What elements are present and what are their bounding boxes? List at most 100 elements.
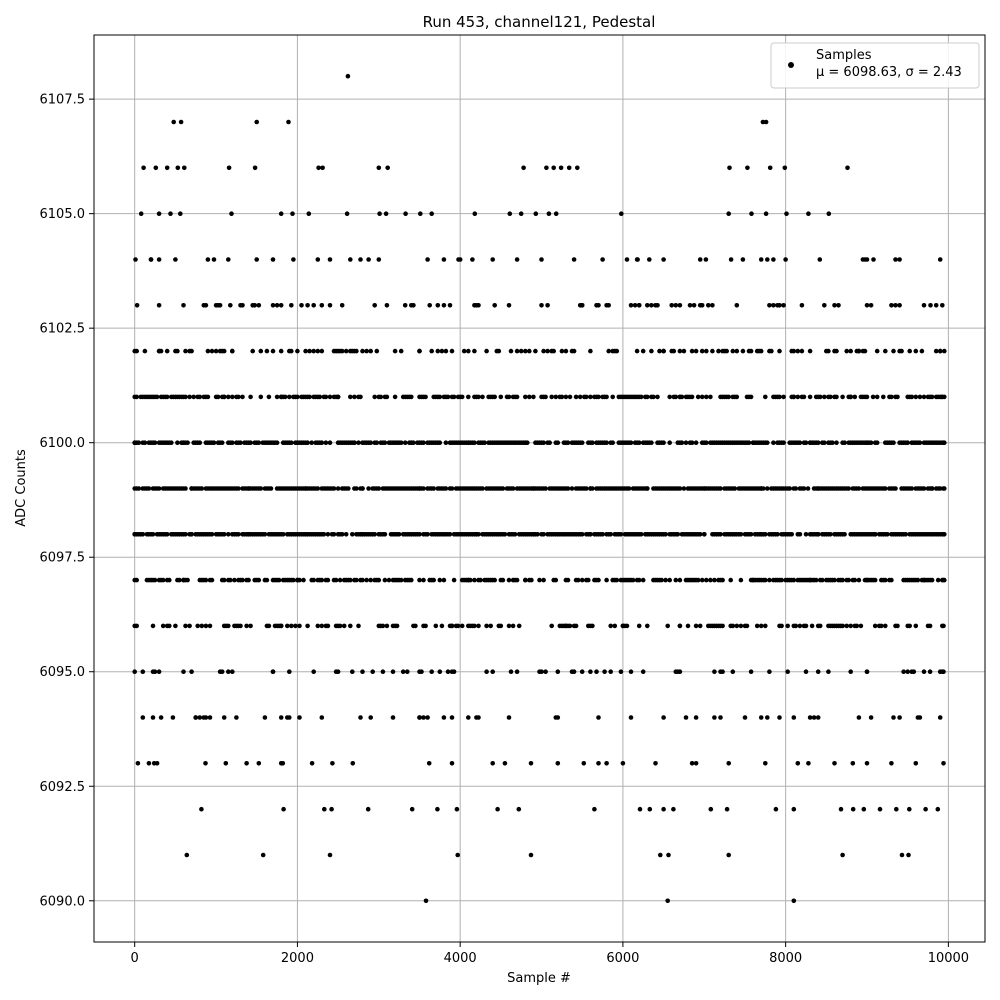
legend-series-name: Samples (816, 48, 872, 63)
sample-point (311, 577, 317, 583)
sample-point (588, 532, 593, 537)
sample-point (418, 211, 423, 216)
sample-point (140, 532, 146, 537)
sample-point (219, 440, 225, 446)
sample-point (693, 761, 699, 766)
sample-point (449, 715, 455, 720)
sample-point (514, 257, 520, 262)
sample-point (545, 348, 550, 354)
sample-point (563, 348, 569, 354)
sample-point (545, 303, 550, 308)
y-tick-label: 6092.5 (40, 780, 86, 795)
sample-point (178, 119, 184, 125)
sample-point (518, 211, 524, 216)
sample-point (604, 440, 609, 446)
sample-point (429, 669, 435, 674)
sample-point (608, 669, 613, 674)
y-tick-label: 6102.5 (40, 322, 86, 337)
sample-point (354, 486, 359, 491)
sample-point (826, 348, 831, 354)
sample-point (724, 348, 729, 354)
sample-point (872, 623, 878, 629)
sample-point (941, 532, 946, 537)
sample-point (579, 532, 585, 537)
sample-point (510, 623, 516, 629)
sample-point (649, 348, 654, 354)
sample-point (425, 715, 430, 720)
sample-point (636, 303, 642, 308)
sample-point (807, 440, 813, 446)
sample-point (928, 303, 933, 308)
sample-point (673, 577, 679, 583)
sample-point (563, 394, 569, 400)
sample-point (447, 532, 453, 537)
sample-point (832, 303, 837, 308)
sample-point (637, 806, 643, 812)
sample-point (718, 486, 723, 491)
sample-point (874, 394, 880, 400)
sample-point (748, 394, 754, 400)
sample-point (502, 532, 508, 537)
sample-point (230, 669, 235, 674)
sample-point (364, 348, 369, 354)
sample-point (474, 303, 479, 308)
sample-point (189, 486, 194, 491)
sample-point (258, 394, 264, 400)
sample-point (913, 761, 919, 766)
sample-point (586, 577, 591, 583)
sample-point (229, 211, 234, 216)
sample-point (738, 623, 744, 629)
sample-point (433, 623, 439, 629)
sample-point (276, 577, 282, 583)
sample-point (370, 669, 376, 674)
sample-point (640, 669, 646, 674)
sample-point (183, 532, 188, 537)
sample-point (742, 715, 748, 720)
sample-point (221, 715, 227, 720)
sample-point (398, 348, 404, 354)
sample-point (307, 348, 312, 354)
sample-point (189, 669, 194, 674)
sample-point (274, 394, 280, 400)
sample-point (527, 394, 532, 400)
sample-point (604, 577, 609, 583)
sample-point (345, 73, 351, 79)
sample-point (868, 303, 874, 308)
sample-point (502, 761, 508, 766)
sample-point (539, 669, 544, 674)
sample-point (789, 532, 794, 537)
sample-point (270, 669, 276, 674)
sample-point (295, 440, 300, 446)
sample-point (848, 669, 853, 674)
sample-point (153, 165, 159, 171)
sample-point (596, 761, 601, 766)
sample-point (791, 348, 797, 354)
sample-point (619, 211, 624, 216)
sample-point (256, 577, 262, 583)
sample-point (763, 394, 768, 400)
sample-point (864, 440, 870, 446)
sample-point (409, 806, 415, 812)
sample-point (508, 669, 514, 674)
sample-point (183, 486, 188, 491)
sample-point (409, 303, 414, 308)
x-tick-label: 0 (131, 951, 139, 966)
sample-point (455, 852, 461, 858)
sample-point (905, 623, 910, 629)
sample-point (549, 623, 554, 629)
sample-point (514, 348, 520, 354)
sample-point (352, 440, 357, 446)
sample-point (256, 440, 262, 446)
sample-point (645, 303, 650, 308)
y-tick-label: 6097.5 (40, 551, 86, 566)
sample-point (758, 532, 764, 537)
sample-point (734, 623, 740, 629)
sample-point (183, 348, 188, 354)
sample-point (645, 486, 650, 491)
sample-point (929, 577, 935, 583)
sample-point (905, 440, 910, 446)
sample-point (661, 257, 666, 262)
sample-point (806, 761, 811, 766)
sample-point (182, 165, 187, 171)
